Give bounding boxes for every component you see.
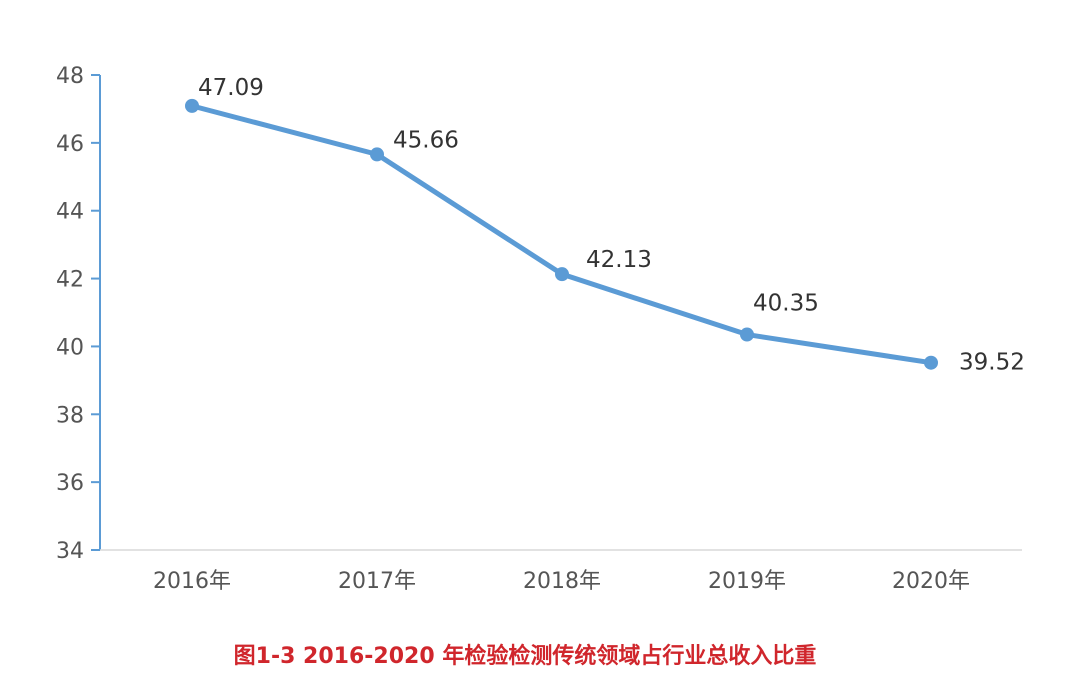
x-tick-label: 2020年	[892, 569, 970, 594]
series-line-group	[185, 98, 938, 370]
data-label: 45.66	[393, 127, 459, 153]
y-tick-label: 40	[56, 335, 84, 360]
data-point	[555, 267, 569, 282]
y-tick-label: 44	[56, 200, 84, 225]
x-axis: 2016年 2017年 2018年 2019年 2020年	[100, 549, 1022, 594]
y-tick-label: 46	[56, 132, 84, 157]
series-line	[189, 103, 934, 366]
data-point	[370, 147, 384, 162]
data-label: 39.52	[959, 350, 1025, 376]
data-label: 40.35	[753, 291, 819, 317]
y-tick-label: 34	[56, 539, 84, 564]
y-tick-label: 38	[56, 403, 84, 428]
data-label: 42.13	[586, 247, 652, 273]
x-tick-label: 2017年	[338, 569, 416, 594]
chart-caption: 图1-3 2016-2020 年检验检测传统领域占行业总收入比重	[233, 644, 817, 669]
y-tick-label: 48	[56, 64, 84, 89]
x-tick-label: 2018年	[523, 569, 601, 594]
x-tick-label: 2019年	[708, 569, 786, 594]
y-tick-label: 42	[56, 268, 84, 293]
data-point	[924, 355, 938, 370]
data-labels: 47.09 45.66 42.13 40.35 39.52	[198, 75, 1025, 376]
data-point	[185, 98, 199, 113]
data-point	[740, 327, 754, 342]
x-tick-label: 2016年	[153, 569, 231, 594]
data-label: 47.09	[198, 75, 264, 101]
y-tick-label: 36	[56, 471, 84, 496]
y-axis: 34 36 38 40 42 44 46 48	[56, 64, 101, 564]
